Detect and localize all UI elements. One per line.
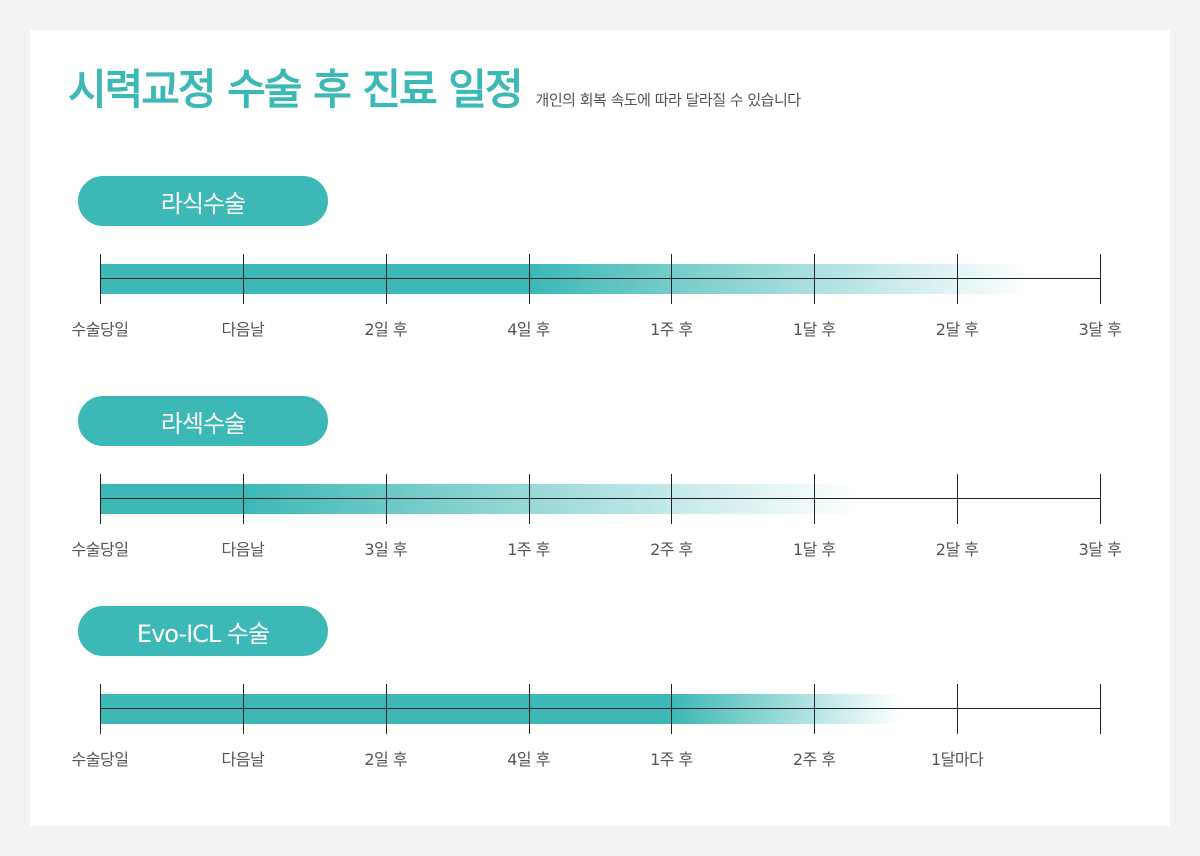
timeline-tick [671, 474, 673, 524]
timeline-tick [957, 254, 959, 304]
timeline-label: 1달마다 [930, 750, 984, 769]
timeline-label: 2일 후 [364, 750, 408, 769]
section-title-pill: 라식수술 [78, 176, 328, 226]
timeline-tick [100, 254, 101, 304]
timeline-label: 1주 후 [650, 750, 693, 769]
timeline-tick [814, 684, 816, 734]
timeline-tick [242, 254, 244, 304]
timeline-tick [385, 684, 387, 734]
timeline: 수술당일 다음날 2일 후 4일 후 1주 후 1달 후 2달 후 3달 후 [0, 254, 1200, 364]
timeline-label: 3일 후 [364, 540, 408, 559]
timeline-label: 수술당일 [71, 540, 129, 559]
timeline-label: 2주 후 [650, 540, 693, 559]
recovery-bar [100, 264, 1029, 294]
timeline-tick [385, 474, 387, 524]
timeline-tick [671, 684, 673, 734]
timeline-tick [385, 254, 387, 304]
timeline-label: 1달 후 [792, 320, 836, 339]
timeline-label: 1주 후 [650, 320, 693, 339]
timeline-axis [100, 708, 1100, 709]
timeline-tick [957, 684, 959, 734]
timeline-tick [242, 684, 244, 734]
timeline-tick [814, 474, 816, 524]
timeline-label: 1주 후 [507, 540, 550, 559]
timeline: 수술당일 다음날 2일 후 4일 후 1주 후 2주 후 1달마다 [0, 684, 1200, 794]
timeline-tick [100, 474, 101, 524]
timeline-label: 2달 후 [935, 540, 979, 559]
timeline-tick [528, 684, 530, 734]
header: 시력교정 수술 후 진료 일정 개인의 회복 속도에 따라 달라질 수 있습니다 [68, 62, 801, 118]
timeline-label: 2일 후 [364, 320, 408, 339]
timeline-label: 3달 후 [1078, 320, 1122, 339]
timeline-tick [242, 474, 244, 524]
timeline-label: 1달 후 [792, 540, 836, 559]
timeline-label: 2달 후 [935, 320, 979, 339]
section-lasik: 라식수술 수술당일 다음날 2일 후 4일 후 1주 후 1달 후 2달 후 3달 후 [0, 176, 1200, 376]
recovery-bar [100, 694, 900, 724]
timeline-label: 다음날 [221, 320, 265, 339]
timeline-tick [1100, 684, 1101, 734]
section-title-pill: 라섹수술 [78, 396, 328, 446]
timeline-tick [1100, 474, 1101, 524]
timeline-axis [100, 278, 1100, 279]
timeline-tick [671, 254, 673, 304]
timeline-axis [100, 498, 1100, 499]
timeline-label: 4일 후 [507, 320, 550, 339]
timeline-label: 2주 후 [792, 750, 836, 769]
timeline-tick [528, 254, 530, 304]
timeline-tick [814, 254, 816, 304]
section-evo-icl: Evo-ICL 수술 수술당일 다음날 2일 후 4일 후 1주 후 2주 후 1달마다 [0, 606, 1200, 806]
recovery-bar [100, 484, 858, 514]
section-lasek: 라섹수술 수술당일 다음날 3일 후 1주 후 2주 후 1달 후 2달 후 3달 후 [0, 396, 1200, 596]
timeline-tick [957, 474, 959, 524]
timeline-tick [528, 474, 530, 524]
page-title: 시력교정 수술 후 진료 일정 [68, 65, 524, 114]
section-title-pill: Evo-ICL 수술 [78, 606, 328, 656]
timeline-tick [100, 684, 101, 734]
timeline-label: 수술당일 [71, 320, 129, 339]
timeline-tick [1100, 254, 1101, 304]
timeline-label: 3달 후 [1078, 540, 1122, 559]
page-subtitle: 개인의 회복 속도에 따라 달라질 수 있습니다 [535, 91, 802, 109]
timeline-label: 4일 후 [507, 750, 550, 769]
timeline-label: 다음날 [221, 540, 265, 559]
timeline-label: 수술당일 [71, 750, 129, 769]
timeline-label: 다음날 [221, 750, 265, 769]
timeline: 수술당일 다음날 3일 후 1주 후 2주 후 1달 후 2달 후 3달 후 [0, 474, 1200, 584]
